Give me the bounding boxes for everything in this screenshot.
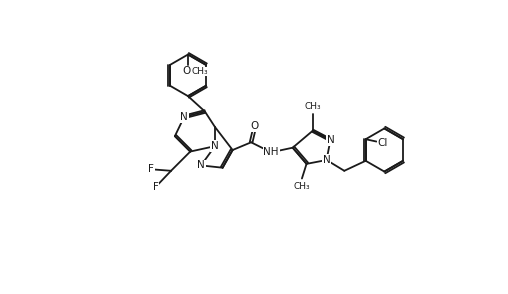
Text: F: F xyxy=(148,164,154,174)
Text: Cl: Cl xyxy=(377,138,388,148)
Text: O: O xyxy=(182,66,190,76)
Text: N: N xyxy=(327,135,334,145)
Text: N: N xyxy=(197,161,205,171)
Text: CH₃: CH₃ xyxy=(304,102,321,111)
Text: F: F xyxy=(153,182,158,192)
Text: O: O xyxy=(251,121,259,131)
Text: CH₃: CH₃ xyxy=(294,182,310,191)
Text: NH: NH xyxy=(263,147,279,157)
Text: N: N xyxy=(180,112,188,122)
Text: N: N xyxy=(323,155,330,165)
Text: CH₃: CH₃ xyxy=(192,67,208,76)
Text: N: N xyxy=(211,141,219,151)
